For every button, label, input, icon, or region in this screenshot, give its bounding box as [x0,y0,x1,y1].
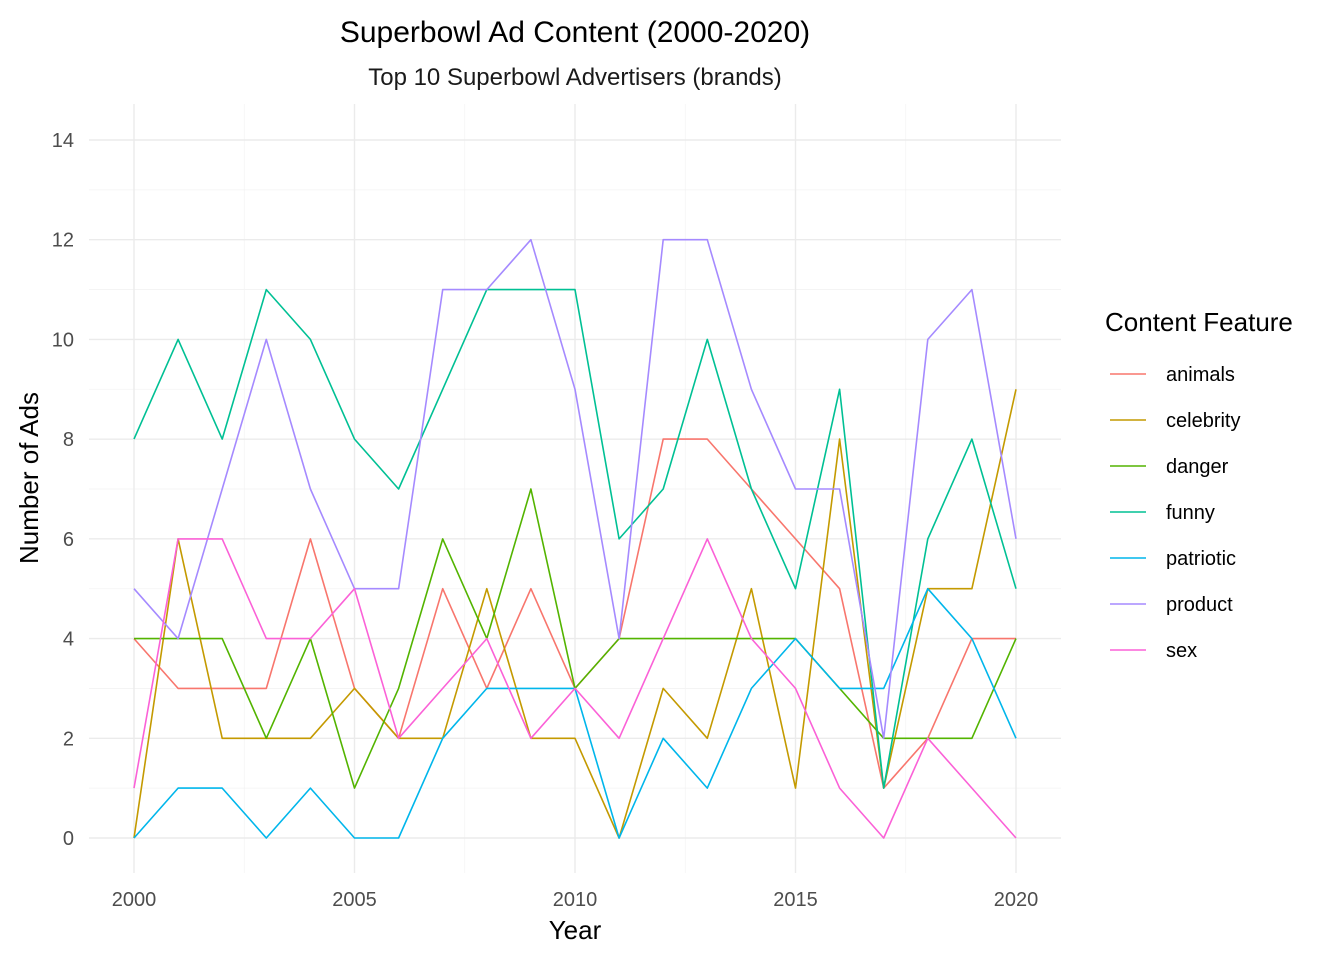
legend-label-danger: danger [1166,456,1229,478]
y-tick-label: 8 [63,429,74,451]
series-line-sex [133,538,1017,839]
x-tick-label: 2020 [994,889,1039,911]
legend-item-patriotic: patriotic [1110,548,1236,570]
chart-title: Superbowl Ad Content (2000-2020) [340,16,810,49]
y-axis-title: Number of Ads [14,392,44,564]
legend-label-patriotic: patriotic [1166,548,1236,570]
grid [89,104,1061,873]
legend-label-sex: sex [1166,640,1197,662]
series-lines [133,238,1017,839]
y-tick-label: 2 [63,728,74,750]
legend-label-animals: animals [1166,364,1235,386]
legend-item-product: product [1110,594,1233,616]
y-tick-label: 0 [63,828,74,850]
legend: Content Feature animals celebrity danger fu… [1105,307,1293,662]
x-tick-label: 2000 [112,889,157,911]
y-tick-label: 12 [52,230,74,252]
chart-subtitle: Top 10 Superbowl Advertisers (brands) [368,64,782,91]
legend-label-product: product [1166,594,1233,616]
legend-item-danger: danger [1110,456,1229,478]
y-tick-label: 4 [63,629,74,651]
x-axis-title: Year [549,915,602,945]
series-line-celebrity [133,389,1017,839]
legend-item-celebrity: celebrity [1110,410,1240,432]
x-tick-label: 2005 [332,889,377,911]
legend-item-funny: funny [1110,502,1215,524]
y-axis-ticks: 0 2 4 6 8 10 12 14 [52,130,74,850]
legend-title: Content Feature [1105,307,1293,337]
x-tick-label: 2015 [773,889,818,911]
legend-item-sex: sex [1110,640,1197,662]
y-tick-label: 6 [63,529,74,551]
y-tick-label: 10 [52,329,74,351]
y-tick-label: 14 [52,130,74,152]
legend-label-celebrity: celebrity [1166,410,1240,432]
x-axis-ticks: 2000 2005 2010 2015 2020 [112,889,1039,911]
legend-item-animals: animals [1110,364,1235,386]
x-tick-label: 2010 [553,889,598,911]
series-line-product [133,238,1017,740]
legend-items: animals celebrity danger funny patriotic prod… [1110,364,1240,662]
legend-label-funny: funny [1166,502,1215,524]
